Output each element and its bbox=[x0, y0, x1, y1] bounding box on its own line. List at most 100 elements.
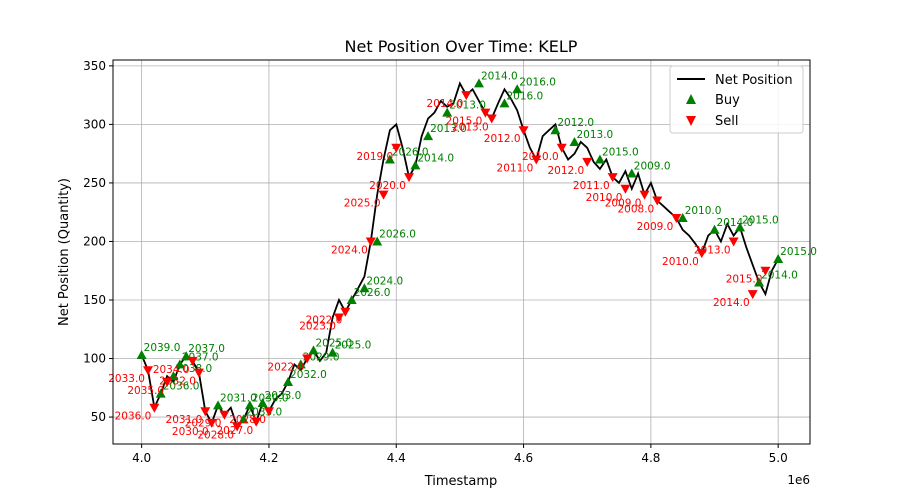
buy-label: 2026.0 bbox=[379, 228, 416, 240]
y-tick-label: 350 bbox=[83, 59, 106, 73]
buy-label: 2016.0 bbox=[506, 90, 543, 102]
buy-label: 2026.0 bbox=[354, 287, 391, 299]
sell-label: 2008.0 bbox=[617, 203, 654, 215]
legend: Net Position Buy Sell bbox=[669, 65, 804, 134]
buy-marker bbox=[499, 98, 510, 108]
sell-marker bbox=[696, 249, 707, 259]
sell-label: 2009.0 bbox=[637, 221, 674, 233]
buy-marker bbox=[410, 160, 421, 170]
sell-label: 2029.0 bbox=[185, 418, 222, 430]
buy-label: 2012.0 bbox=[557, 117, 594, 129]
x-tick-label: 4.8 bbox=[641, 451, 660, 465]
y-tick-label: 250 bbox=[83, 176, 106, 190]
sell-label: 2035.0 bbox=[127, 385, 164, 397]
sell-marker bbox=[531, 155, 542, 165]
sell-label: 2014.0 bbox=[427, 98, 464, 110]
sell-label: 2012.0 bbox=[547, 165, 584, 177]
buy-marker bbox=[257, 398, 268, 408]
sell-marker bbox=[187, 356, 198, 366]
buy-marker bbox=[372, 236, 383, 246]
buy-label: 2033.0 bbox=[245, 406, 282, 418]
buy-marker bbox=[569, 136, 580, 146]
legend-label-net-position: Net Position bbox=[715, 73, 793, 88]
x-axis-label: Timestamp bbox=[424, 474, 498, 489]
buy-label: 2013.0 bbox=[430, 123, 467, 135]
sell-label: 2010.0 bbox=[662, 256, 699, 268]
x-tick-label: 4.0 bbox=[132, 451, 151, 465]
sell-label: 2024.0 bbox=[331, 244, 368, 256]
buy-marker bbox=[295, 359, 306, 369]
buy-label: 2009.0 bbox=[634, 161, 671, 173]
sell-label: 2015.0 bbox=[446, 116, 483, 128]
series-layer: 2039.02036.02038.02037.02037.02031.02033… bbox=[108, 70, 817, 441]
buy-marker bbox=[244, 400, 255, 410]
sell-marker bbox=[251, 417, 262, 427]
sell-marker bbox=[480, 108, 491, 118]
sell-marker bbox=[607, 173, 618, 183]
buy-marker bbox=[359, 283, 370, 293]
sell-marker bbox=[486, 114, 497, 124]
buy-marker bbox=[308, 345, 319, 355]
buy-marker bbox=[442, 107, 453, 117]
sell-marker bbox=[620, 184, 631, 194]
sell-label: 2032.0 bbox=[159, 376, 196, 388]
buy-label: 2015.0 bbox=[780, 246, 817, 258]
sell-marker bbox=[340, 307, 351, 317]
y-tick-label: 50 bbox=[91, 410, 106, 424]
buy-marker bbox=[384, 154, 395, 164]
buy-label: 2014.0 bbox=[417, 152, 454, 164]
buy-marker bbox=[155, 388, 166, 398]
sell-marker bbox=[728, 237, 739, 247]
sell-label: 2010.0 bbox=[522, 151, 559, 163]
sell-marker bbox=[652, 196, 663, 206]
sell-marker bbox=[378, 190, 389, 200]
sell-label: 2030.0 bbox=[172, 426, 209, 438]
sell-marker bbox=[263, 407, 274, 417]
buy-marker bbox=[423, 131, 434, 141]
sell-label: 2022.0 bbox=[306, 315, 343, 327]
buy-label: 2025.0 bbox=[316, 337, 353, 349]
buy-label: 2032.0 bbox=[290, 369, 327, 381]
legend-label-sell: Sell bbox=[715, 114, 738, 129]
x-tick-label: 4.2 bbox=[259, 451, 278, 465]
sell-marker bbox=[193, 368, 204, 378]
sell-label: 2011.0 bbox=[573, 180, 610, 192]
buy-marker bbox=[136, 350, 147, 360]
sell-marker bbox=[747, 290, 758, 300]
sell-label: 2031.0 bbox=[166, 414, 203, 426]
x-tick-label: 4.6 bbox=[514, 451, 533, 465]
sell-marker bbox=[200, 407, 211, 417]
sell-label: 2028.0 bbox=[197, 429, 234, 441]
sell-label: 2028.0 bbox=[229, 414, 266, 426]
sell-label: 2025.0 bbox=[344, 198, 381, 210]
buy-marker bbox=[734, 222, 745, 232]
sell-label: 2013.0 bbox=[694, 244, 731, 256]
buy-label: 2026.0 bbox=[392, 147, 429, 159]
sell-label: 2011.0 bbox=[497, 163, 534, 175]
sell-label: 2012.0 bbox=[484, 133, 521, 145]
buy-label: 2038.0 bbox=[175, 363, 212, 375]
buy-marker bbox=[754, 277, 765, 287]
y-tick-label: 200 bbox=[83, 234, 106, 248]
buy-label: 2013.0 bbox=[449, 100, 486, 112]
sell-marker bbox=[206, 418, 217, 428]
chart-title: Net Position Over Time: KELP bbox=[345, 37, 578, 56]
sell-label: 2022.0 bbox=[267, 362, 304, 374]
sell-marker bbox=[760, 266, 771, 276]
sell-marker bbox=[556, 143, 567, 153]
y-tick-label: 100 bbox=[83, 352, 106, 366]
plot-frame bbox=[112, 59, 811, 445]
sell-marker bbox=[143, 366, 154, 376]
buy-label: 2014.0 bbox=[717, 217, 754, 229]
buy-label: 2024.0 bbox=[366, 275, 403, 287]
y-tick-label: 150 bbox=[83, 293, 106, 307]
buy-marker bbox=[474, 78, 485, 88]
buy-label: 2015.0 bbox=[742, 214, 779, 226]
buy-label: 2031.0 bbox=[220, 392, 257, 404]
sell-marker bbox=[149, 403, 160, 413]
buy-marker bbox=[213, 400, 224, 410]
sell-marker bbox=[671, 214, 682, 224]
buy-marker bbox=[773, 254, 784, 264]
sell-label: 2027.0 bbox=[216, 425, 253, 437]
sell-label: 2023.0 bbox=[299, 321, 336, 333]
